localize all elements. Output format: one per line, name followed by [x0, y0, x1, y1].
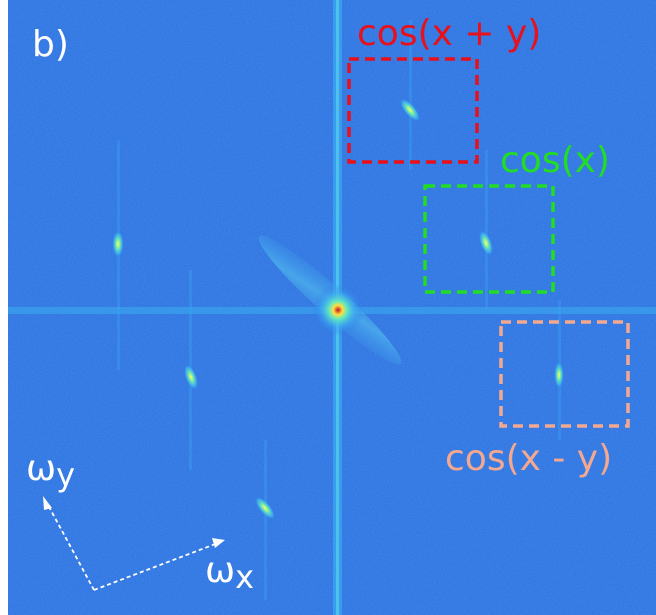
- omega-x-arrowhead: [212, 538, 225, 548]
- peak: [478, 229, 494, 257]
- region-box-cos-x-plus-y: [347, 57, 479, 164]
- region-box-cos-x: [423, 184, 555, 294]
- region-box-cos-x-minus-y: [499, 320, 630, 428]
- panel-label: b): [32, 24, 69, 65]
- peak: [112, 230, 124, 258]
- region-label-cos-x: cos(x): [500, 140, 610, 181]
- omega-y-axis-line: [47, 504, 95, 591]
- axis-arrows: [47, 504, 219, 591]
- region-label-cos-x-plus-y: cos(x + y): [357, 13, 541, 54]
- peak: [554, 361, 564, 389]
- omega-x-axis-line: [93, 542, 219, 591]
- center-peak: [312, 284, 364, 336]
- peak: [399, 97, 421, 123]
- omega-y-label: ωy: [26, 448, 75, 494]
- region-label-cos-x-minus-y: cos(x - y): [445, 438, 612, 479]
- peak: [183, 363, 199, 391]
- omega-y-arrowhead: [43, 496, 52, 510]
- omega-x-label: ωx: [205, 550, 254, 596]
- peak: [254, 495, 276, 521]
